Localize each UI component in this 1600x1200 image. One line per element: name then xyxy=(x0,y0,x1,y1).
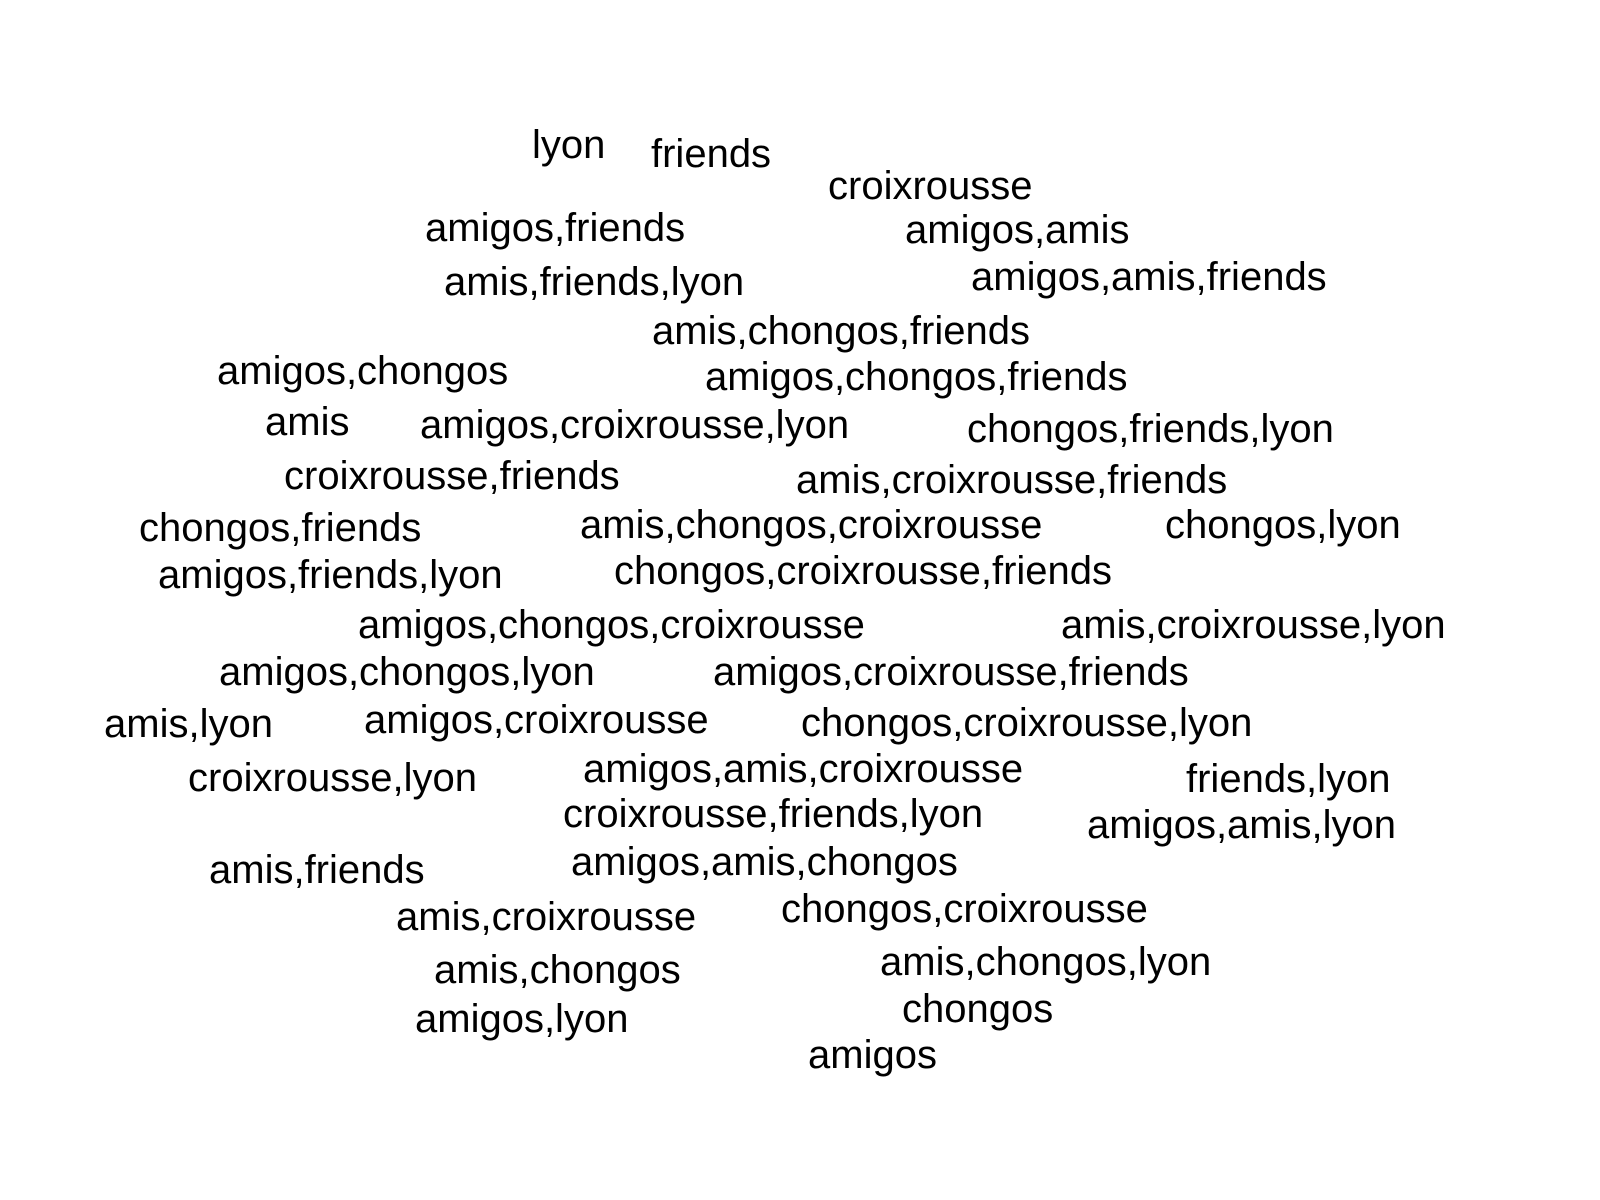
word-croixrousse-friends-lyon: croixrousse,friends,lyon xyxy=(563,792,984,836)
word-amis-chongos-croixrousse: amis,chongos,croixrousse xyxy=(580,503,1043,547)
word-amigos-amis-friends: amigos,amis,friends xyxy=(971,255,1327,299)
word-amis-friends: amis,friends xyxy=(209,848,425,892)
word-croixrousse-lyon: croixrousse,lyon xyxy=(188,756,478,800)
word-amigos-chongos-croixrousse: amigos,chongos,croixrousse xyxy=(358,603,865,647)
word-amigos-croixrousse-friends: amigos,croixrousse,friends xyxy=(713,650,1189,694)
word-amis: amis xyxy=(265,400,350,444)
word-amigos-amis-croixrousse: amigos,amis,croixrousse xyxy=(583,747,1024,791)
word-amis-croixrousse-lyon: amis,croixrousse,lyon xyxy=(1061,603,1446,647)
word-amigos: amigos xyxy=(808,1033,937,1077)
word-amis-chongos-lyon: amis,chongos,lyon xyxy=(880,940,1212,984)
word-lyon: lyon xyxy=(532,123,606,167)
word-amis-croixrousse: amis,croixrousse xyxy=(396,895,697,939)
word-amigos-amis: amigos,amis xyxy=(905,208,1130,252)
word-chongos-friends-lyon: chongos,friends,lyon xyxy=(967,407,1334,451)
word-chongos-croixrousse-friends: chongos,croixrousse,friends xyxy=(614,549,1113,593)
word-amigos-chongos: amigos,chongos xyxy=(217,349,509,393)
word-amis-lyon: amis,lyon xyxy=(104,702,273,746)
word-amigos-amis-chongos: amigos,amis,chongos xyxy=(571,840,958,884)
word-amigos-croixrousse: amigos,croixrousse xyxy=(364,698,709,742)
word-friends-lyon: friends,lyon xyxy=(1186,757,1391,801)
word-amigos-croixrousse-lyon: amigos,croixrousse,lyon xyxy=(420,403,850,447)
word-friends: friends xyxy=(651,132,772,176)
word-croixrousse-friends: croixrousse,friends xyxy=(284,454,620,498)
word-chongos-croixrousse-lyon: chongos,croixrousse,lyon xyxy=(801,701,1253,745)
word-croixrousse: croixrousse xyxy=(828,164,1033,208)
word-amis-croixrousse-friends: amis,croixrousse,friends xyxy=(796,458,1228,502)
word-amigos-chongos-lyon: amigos,chongos,lyon xyxy=(219,650,595,694)
word-chongos-lyon: chongos,lyon xyxy=(1165,503,1401,547)
word-amis-chongos: amis,chongos xyxy=(434,948,681,992)
word-amigos-friends-lyon: amigos,friends,lyon xyxy=(158,553,503,597)
word-chongos: chongos xyxy=(902,987,1054,1031)
word-amigos-friends: amigos,friends xyxy=(425,206,686,250)
word-amis-friends-lyon: amis,friends,lyon xyxy=(444,260,745,304)
word-amigos-chongos-friends: amigos,chongos,friends xyxy=(705,355,1128,399)
word-amigos-lyon: amigos,lyon xyxy=(415,997,629,1041)
word-chongos-friends: chongos,friends xyxy=(139,506,422,550)
word-amigos-amis-lyon: amigos,amis,lyon xyxy=(1087,803,1397,847)
word-amis-chongos-friends: amis,chongos,friends xyxy=(652,309,1030,353)
word-chongos-croixrousse: chongos,croixrousse xyxy=(781,887,1148,931)
